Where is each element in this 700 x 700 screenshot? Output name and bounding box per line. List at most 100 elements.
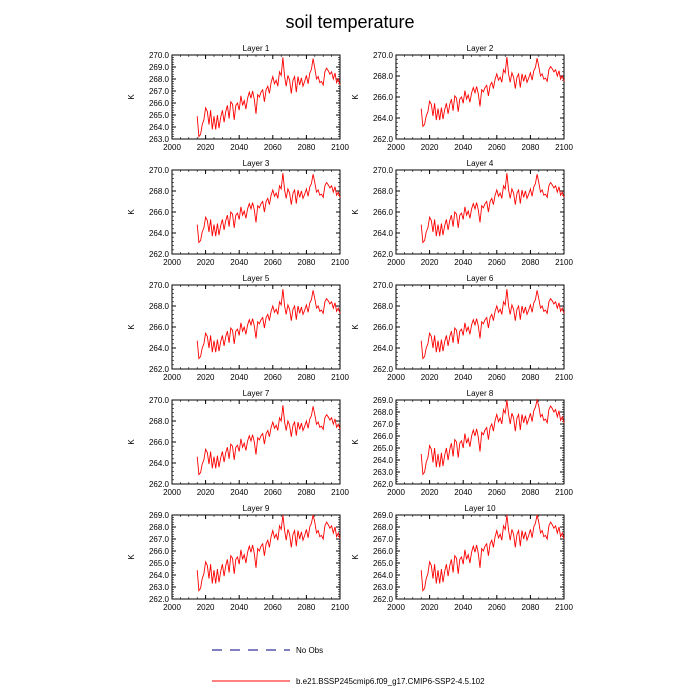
y-tick-label: 264.0: [149, 571, 170, 580]
x-tick-label: 2000: [387, 488, 405, 497]
y-tick-label: 266.0: [149, 99, 170, 108]
x-tick-label: 2080: [298, 373, 316, 382]
y-tick-label: 267.0: [373, 535, 394, 544]
y-tick-label: 264.0: [149, 123, 170, 132]
y-axis-label: K: [351, 439, 360, 445]
y-tick-label: 263.0: [373, 583, 394, 592]
y-tick-label: 269.0: [373, 396, 394, 405]
y-tick-label: 268.0: [373, 187, 394, 196]
x-tick-label: 2020: [421, 603, 439, 612]
y-tick-label: 264.0: [149, 344, 170, 353]
series-line-layer-5: [196, 289, 341, 360]
x-tick-label: 2080: [298, 143, 316, 152]
x-tick-label: 2100: [331, 603, 349, 612]
x-tick-label: 2060: [488, 488, 506, 497]
x-tick-label: 2060: [488, 143, 506, 152]
panel-title: Layer 1: [243, 44, 270, 53]
plot-frame: [395, 399, 565, 485]
series-line-layer-8: [420, 398, 565, 476]
y-axis-label: K: [351, 209, 360, 215]
x-tick-label: 2060: [488, 373, 506, 382]
panel-title: Layer 8: [467, 389, 494, 398]
y-tick-label: 270.0: [149, 166, 170, 175]
y-axis-label: K: [127, 554, 136, 560]
legend-model-label: b.e21.BSSP245cmip6.f09_g17.CMIP6-SSP2-4.…: [296, 677, 485, 686]
x-tick-label: 2060: [264, 258, 282, 267]
y-tick-label: 266.0: [149, 323, 170, 332]
y-tick-label: 266.0: [373, 432, 394, 441]
plot-frame: [395, 514, 565, 600]
y-axis-label: K: [351, 324, 360, 330]
panel-title: Layer 7: [243, 389, 270, 398]
y-tick-label: 268.0: [373, 523, 394, 532]
y-tick-label: 266.0: [373, 547, 394, 556]
panel-title: Layer 10: [464, 504, 496, 513]
y-tick-label: 269.0: [373, 511, 394, 520]
x-tick-label: 2080: [522, 258, 540, 267]
y-tick-label: 270.0: [149, 51, 170, 60]
x-tick-label: 2000: [163, 488, 181, 497]
y-axis-label: K: [127, 439, 136, 445]
y-tick-label: 267.0: [149, 535, 170, 544]
y-tick-label: 270.0: [373, 281, 394, 290]
x-tick-label: 2040: [454, 488, 472, 497]
x-tick-label: 2080: [522, 143, 540, 152]
x-tick-label: 2100: [331, 143, 349, 152]
y-tick-label: 267.0: [149, 87, 170, 96]
plot-frame: [171, 514, 341, 600]
x-tick-label: 2020: [197, 143, 215, 152]
y-axis-label: K: [127, 324, 136, 330]
y-tick-label: 262.0: [373, 135, 394, 144]
x-tick-label: 2100: [331, 258, 349, 267]
panel-10: Layer 10 K 262.0 263.0 264.0 265.0 266.0 267.0 2…: [351, 504, 573, 612]
x-tick-label: 2100: [555, 603, 573, 612]
panel-1: Layer 1 K 263.0 264.0 265.0 266.0 267.0 268.0 26…: [127, 44, 349, 152]
x-tick-label: 2080: [522, 488, 540, 497]
series-line-layer-4: [420, 173, 565, 244]
y-tick-label: 262.0: [373, 365, 394, 374]
x-tick-label: 2060: [488, 603, 506, 612]
x-tick-label: 2100: [331, 373, 349, 382]
y-tick-label: 269.0: [149, 63, 170, 72]
y-tick-label: 265.0: [149, 111, 170, 120]
x-tick-label: 2060: [264, 143, 282, 152]
series-line-layer-2: [420, 57, 565, 128]
y-tick-label: 266.0: [149, 547, 170, 556]
x-tick-label: 2000: [163, 258, 181, 267]
series-line-layer-6: [420, 289, 565, 360]
x-tick-label: 2100: [331, 488, 349, 497]
y-tick-label: 264.0: [149, 459, 170, 468]
x-tick-label: 2040: [230, 258, 248, 267]
series-line-layer-10: [420, 514, 565, 592]
y-tick-label: 270.0: [149, 281, 170, 290]
x-tick-label: 2020: [421, 373, 439, 382]
x-tick-label: 2000: [387, 603, 405, 612]
y-tick-label: 262.0: [373, 480, 394, 489]
panel-title: Layer 5: [243, 274, 270, 283]
x-tick-label: 2020: [197, 373, 215, 382]
y-tick-label: 266.0: [373, 323, 394, 332]
panel-5: Layer 5 K 262.0 264.0 266.0 268.0 270.0 2000 202…: [127, 274, 349, 382]
x-tick-label: 2080: [298, 488, 316, 497]
panel-4: Layer 4 K 262.0 264.0 266.0 268.0 270.0 2000 202…: [351, 159, 573, 267]
series-line-layer-3: [196, 173, 341, 244]
y-tick-label: 264.0: [373, 571, 394, 580]
x-tick-label: 2060: [264, 603, 282, 612]
y-tick-label: 268.0: [373, 302, 394, 311]
panel-title: Layer 3: [243, 159, 270, 168]
y-axis-label: K: [351, 94, 360, 100]
y-tick-label: 265.0: [373, 444, 394, 453]
y-tick-label: 270.0: [373, 51, 394, 60]
panel-3: Layer 3 K 262.0 264.0 266.0 268.0 270.0 2000 202…: [127, 159, 349, 267]
y-axis-label: K: [127, 209, 136, 215]
legend: No Obs b.e21.BSSP245cmip6.f09_g17.CMIP6-…: [212, 646, 485, 686]
x-tick-label: 2020: [197, 258, 215, 267]
panel-title: Layer 4: [467, 159, 494, 168]
x-tick-label: 2040: [454, 143, 472, 152]
y-tick-label: 268.0: [373, 72, 394, 81]
y-tick-label: 264.0: [149, 229, 170, 238]
legend-obs-label: No Obs: [296, 646, 323, 655]
x-tick-label: 2000: [163, 143, 181, 152]
x-tick-label: 2000: [163, 603, 181, 612]
y-tick-label: 264.0: [373, 229, 394, 238]
